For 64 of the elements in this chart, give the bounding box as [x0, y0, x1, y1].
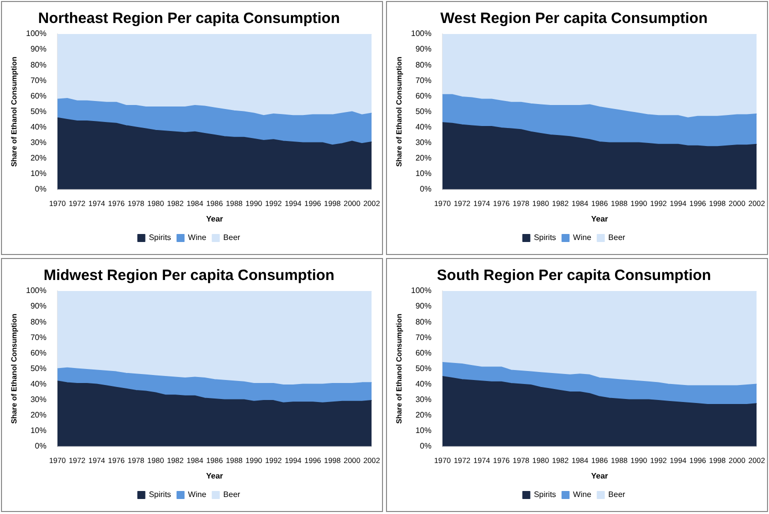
- y-tick-label: 90%: [30, 302, 46, 311]
- chart-title: Midwest Region Per capita Consumption: [44, 267, 334, 284]
- y-tick-label: 50%: [30, 106, 46, 116]
- y-tick-label: 60%: [30, 91, 46, 100]
- y-tick-label: 30%: [415, 138, 432, 147]
- legend-label: Spirits: [534, 490, 556, 500]
- x-axis-title: Year: [591, 471, 608, 480]
- y-tick-label: 80%: [30, 317, 46, 326]
- y-tick-label: 70%: [415, 76, 432, 85]
- x-axis-title: Year: [591, 214, 608, 224]
- y-tick-label: 40%: [30, 379, 46, 388]
- y-tick-label: 10%: [30, 169, 46, 178]
- y-tick-label: 10%: [30, 426, 46, 436]
- y-tick-label: 100%: [26, 29, 46, 38]
- y-tick-label: 30%: [415, 394, 432, 404]
- y-tick-label: 100%: [410, 29, 432, 38]
- y-tick-label: 60%: [415, 348, 432, 358]
- y-tick-label: 60%: [30, 348, 46, 358]
- y-tick-label: 70%: [415, 332, 432, 342]
- y-tick-label: 90%: [30, 44, 46, 54]
- legend-label: Wine: [188, 490, 207, 500]
- y-tick-label: 40%: [30, 122, 46, 132]
- legend-label: Beer: [608, 233, 626, 242]
- y-tick-label: 80%: [415, 60, 432, 70]
- y-tick-label: 30%: [30, 138, 46, 147]
- legend-label: Spirits: [534, 233, 556, 242]
- y-tick-label: 80%: [30, 60, 46, 70]
- y-tick-label: 90%: [415, 302, 432, 311]
- y-tick-label: 0%: [420, 442, 432, 451]
- x-axis-title: Year: [206, 214, 224, 224]
- y-tick-label: 70%: [30, 332, 46, 342]
- y-tick-label: 50%: [415, 364, 432, 373]
- y-tick-label: 0%: [420, 184, 432, 194]
- chart-title: Northeast Region Per capita Consumption: [38, 10, 340, 28]
- y-tick-label: 20%: [415, 154, 432, 163]
- legend-label: Wine: [573, 490, 592, 500]
- y-tick-label: 80%: [415, 317, 432, 326]
- y-tick-label: 100%: [26, 286, 46, 296]
- legend-label: Beer: [608, 490, 626, 500]
- y-tick-label: 40%: [415, 122, 432, 132]
- y-tick-label: 10%: [415, 426, 432, 436]
- y-tick-label: 50%: [415, 106, 432, 116]
- legend-label: Wine: [188, 233, 207, 242]
- y-tick-label: 0%: [34, 442, 46, 451]
- y-tick-label: 20%: [30, 154, 46, 163]
- y-tick-label: 90%: [415, 44, 432, 54]
- y-tick-label: 10%: [415, 169, 432, 178]
- y-tick-label: 50%: [30, 364, 46, 373]
- legend-label: Spirits: [148, 490, 172, 500]
- chart-title: West Region Per capita Consumption: [440, 10, 708, 28]
- y-tick-label: 0%: [34, 184, 46, 194]
- y-tick-label: 40%: [415, 379, 432, 388]
- legend-label: Beer: [223, 233, 241, 242]
- y-tick-label: 30%: [30, 394, 46, 404]
- y-tick-label: 60%: [415, 91, 432, 100]
- chart-title: South Region Per capita Consumption: [436, 267, 712, 284]
- x-axis-title: Year: [206, 471, 224, 480]
- y-tick-label: 100%: [410, 286, 432, 296]
- y-tick-label: 20%: [30, 410, 46, 420]
- legend-label: Spirits: [148, 233, 172, 242]
- legend-label: Beer: [223, 490, 241, 500]
- legend-label: Wine: [573, 233, 592, 242]
- y-tick-label: 20%: [415, 410, 432, 420]
- y-tick-label: 70%: [30, 76, 46, 85]
